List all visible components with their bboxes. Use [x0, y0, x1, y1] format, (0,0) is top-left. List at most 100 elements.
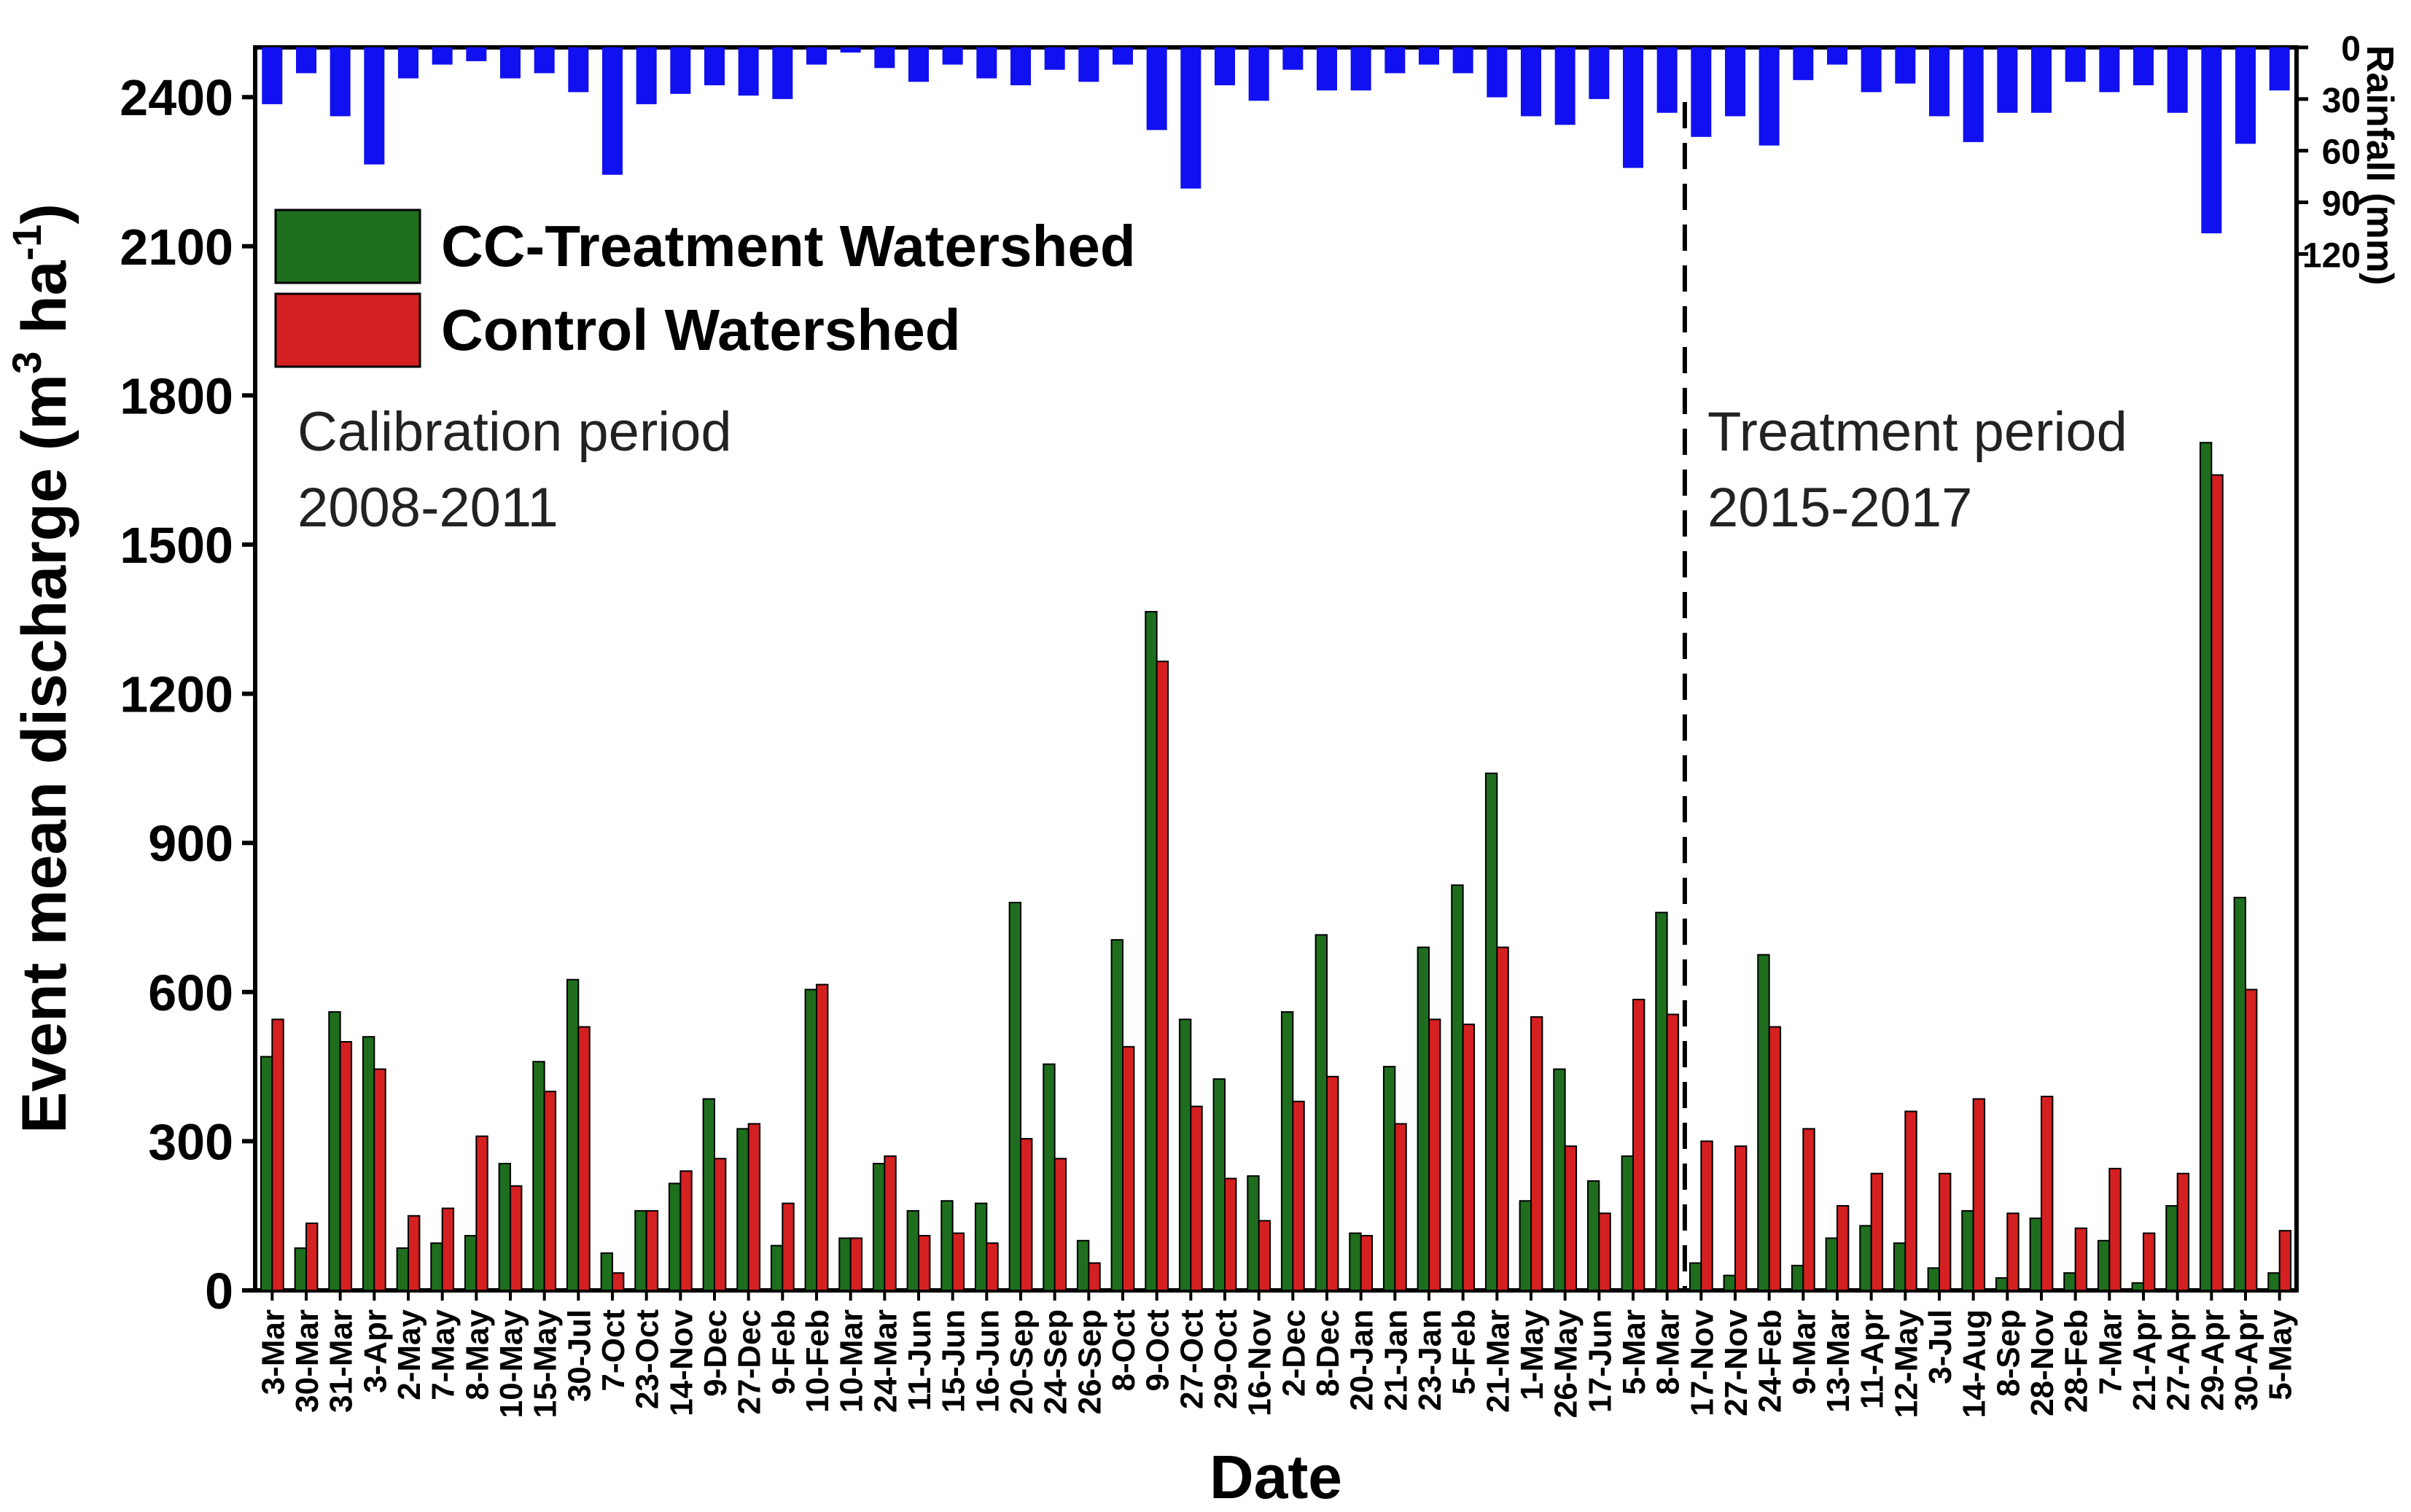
x-tick-label-36: 5-Feb — [1446, 1309, 1482, 1395]
treatment-bar-41 — [1621, 1155, 1635, 1291]
treatment-bar-3 — [328, 1011, 341, 1291]
rainfall-bar-57 — [2167, 47, 2188, 113]
x-tick-label-53: 28-Nov — [2025, 1309, 2060, 1416]
rain-tick-label-0: 0 — [2341, 30, 2361, 69]
rainfall-bar-56 — [2133, 47, 2154, 85]
control-bar-45 — [1768, 1026, 1782, 1292]
x-tick-label-13: 14-Nov — [663, 1309, 699, 1416]
control-bar-26 — [1122, 1045, 1135, 1291]
y-axis-title: Event mean discharge (m3 ha-1) — [4, 203, 79, 1134]
control-bar-27 — [1156, 660, 1169, 1291]
treatment-bar-23 — [1008, 902, 1021, 1292]
rainfall-bar-25 — [1078, 47, 1099, 82]
x-tick-label-50: 3-Jul — [1923, 1309, 1958, 1384]
treatment-bar-28 — [1178, 1018, 1192, 1292]
y-tick-label-300: 300 — [148, 1113, 233, 1170]
treatment-bar-9 — [532, 1061, 545, 1292]
rainfall-bar-15 — [738, 47, 759, 96]
rainfall-bar-29 — [1215, 47, 1235, 85]
rainfall-bar-36 — [1452, 47, 1473, 74]
x-tick-label-43: 17-Nov — [1684, 1309, 1720, 1416]
control-bar-24 — [1053, 1158, 1067, 1292]
rain-tick-label-30: 30 — [2322, 82, 2361, 120]
plot-frame — [253, 45, 2299, 1293]
x-tick-label-15: 27-Dec — [732, 1309, 768, 1414]
control-bar-23 — [1020, 1137, 1033, 1291]
control-bar-13 — [679, 1170, 693, 1291]
x-tick-label-57: 27-Apr — [2161, 1309, 2197, 1411]
rainfall-bar-17 — [806, 47, 827, 65]
treatment-label-line2: 2015-2017 — [1707, 477, 1972, 539]
y-tick-label-600: 600 — [148, 965, 233, 1021]
treatment-bar-13 — [668, 1182, 682, 1291]
rainfall-bar-51 — [1963, 47, 1984, 142]
treatment-bar-4 — [362, 1036, 375, 1292]
control-bar-3 — [339, 1041, 353, 1291]
x-tick-label-12: 23-Oct — [630, 1309, 666, 1409]
rainfall-bar-27 — [1146, 47, 1167, 130]
rainfall-bar-7 — [466, 47, 487, 61]
treatment-bar-57 — [2165, 1205, 2178, 1292]
treatment-bar-37 — [1484, 772, 1498, 1291]
rainfall-bar-54 — [2065, 47, 2086, 82]
rainfall-bar-58 — [2201, 47, 2222, 234]
control-bar-7 — [475, 1135, 488, 1291]
treatment-bar-43 — [1689, 1262, 1702, 1291]
legend-label-control: Control Watershed — [441, 297, 961, 362]
x-tick-label-16: 9-Feb — [766, 1309, 801, 1395]
x-tick-label-2: 30-Mar — [289, 1309, 325, 1413]
rainfall-bar-6 — [432, 47, 453, 65]
x-tick-label-28: 27-Oct — [1174, 1309, 1210, 1409]
rainfall-bar-24 — [1044, 47, 1065, 70]
rainfall-bar-52 — [1997, 47, 2018, 113]
control-bar-12 — [645, 1209, 659, 1292]
treatment-bar-24 — [1043, 1063, 1056, 1291]
treatment-bar-16 — [770, 1244, 784, 1291]
treatment-bar-7 — [464, 1234, 478, 1291]
control-bar-51 — [1972, 1098, 1986, 1292]
rainfall-bar-9 — [534, 47, 555, 74]
x-tick-label-1: 3-Mar — [255, 1309, 291, 1395]
x-tick-label-23: 20-Sep — [1004, 1309, 1040, 1414]
control-bar-58 — [2211, 474, 2224, 1291]
x-tick-label-21: 15-Jun — [936, 1309, 972, 1413]
treatment-bar-45 — [1757, 954, 1770, 1292]
x-tick-label-34: 21-Jan — [1378, 1309, 1414, 1411]
x-tick-label-51: 14-Aug — [1957, 1309, 1993, 1418]
y-tick-label-1200: 1200 — [120, 666, 233, 723]
treatment-bar-50 — [1927, 1267, 1941, 1292]
rainfall-bar-46 — [1793, 47, 1814, 80]
rainfall-bar-34 — [1384, 47, 1406, 74]
rain-tick-label-90: 90 — [2322, 185, 2361, 224]
control-bar-22 — [986, 1242, 999, 1291]
treatment-bar-39 — [1553, 1068, 1566, 1291]
control-bar-25 — [1088, 1262, 1101, 1291]
treatment-bar-20 — [906, 1209, 919, 1292]
control-bar-52 — [2006, 1212, 2019, 1292]
x-axis-title: Date — [1210, 1443, 1342, 1511]
discharge-bars — [260, 442, 2292, 1292]
rainfall-bar-23 — [1010, 47, 1031, 85]
x-tick-label-19: 24-Mar — [868, 1309, 903, 1413]
x-tick-label-38: 1-May — [1514, 1309, 1550, 1400]
y-tick-label-0: 0 — [205, 1263, 233, 1320]
x-tick-label-10: 30-Jul — [561, 1309, 597, 1402]
rainfall-bar-55 — [2099, 47, 2120, 93]
rainfall-bar-48 — [1861, 47, 1882, 93]
control-bar-15 — [747, 1123, 761, 1292]
rainfall-axis-title: Rainfall (mm) — [2359, 45, 2401, 285]
x-tick-label-5: 2-May — [392, 1309, 427, 1400]
rainfall-bar-12 — [636, 47, 657, 104]
rainfall-bar-43 — [1691, 47, 1712, 137]
control-bar-21 — [951, 1232, 965, 1291]
rainfall-bar-10 — [568, 47, 589, 93]
rainfall-bar-41 — [1623, 47, 1643, 168]
control-bar-16 — [782, 1202, 795, 1292]
control-bar-57 — [2176, 1172, 2190, 1291]
treatment-bar-26 — [1110, 939, 1123, 1291]
x-tick-label-33: 20-Jan — [1344, 1309, 1380, 1411]
y-tick-label-1800: 1800 — [120, 367, 233, 424]
control-bar-17 — [816, 983, 829, 1291]
treatment-bar-44 — [1723, 1274, 1737, 1292]
control-bar-18 — [849, 1237, 863, 1292]
